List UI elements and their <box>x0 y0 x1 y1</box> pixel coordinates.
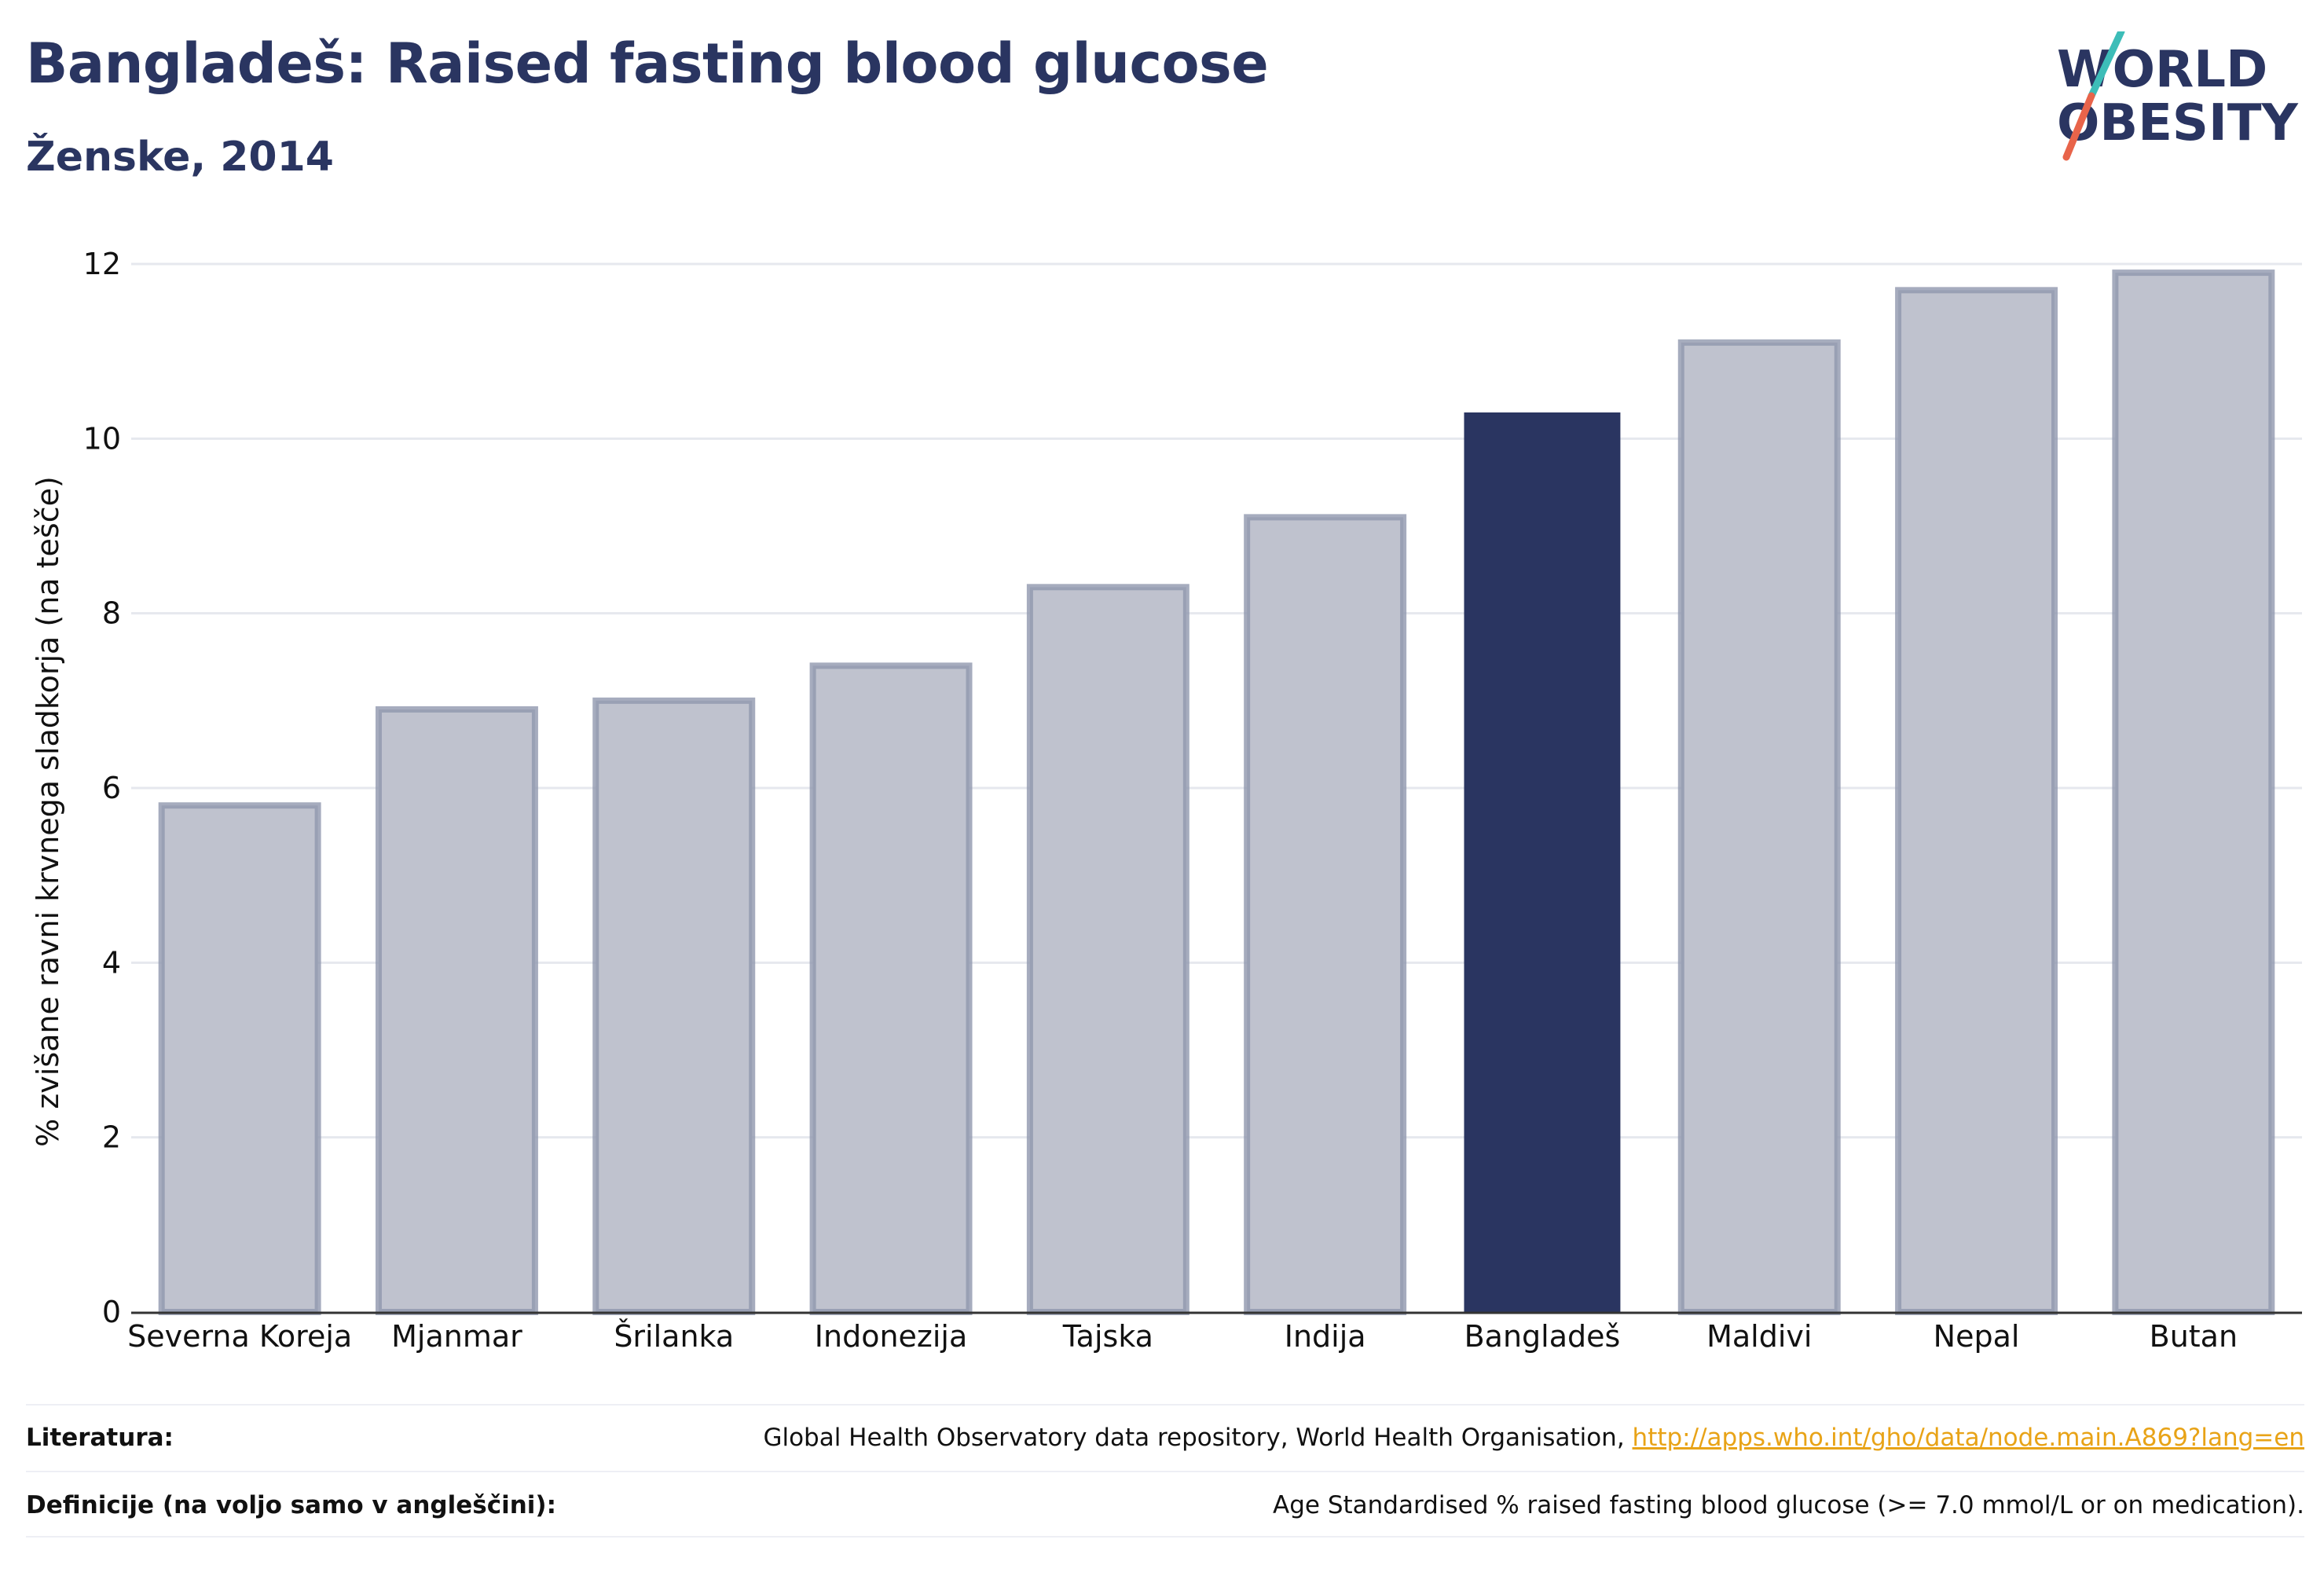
footer-divider-middle <box>26 1471 2304 1472</box>
x-category-label: Maldivi <box>1706 1319 1812 1354</box>
bars <box>158 269 2275 1316</box>
x-axis-categories: Severna Koreja Mjanmar Šrilanka Indonezija T… <box>127 1319 2238 1354</box>
bar <box>1677 339 1841 1315</box>
y-axis-ticks: 0 2 4 6 8 10 12 <box>83 247 121 1329</box>
definitions-label: Definicije (na voljo samo v angleščini): <box>26 1491 556 1519</box>
world-obesity-logo: WORLD OBESITY <box>2057 31 2298 161</box>
x-category-label: Indija <box>1285 1319 1366 1354</box>
x-category-label: Severna Koreja <box>127 1319 352 1354</box>
bar-chart: 0 2 4 6 8 10 12 Severna Koreja Mjanmar Šrilanka I… <box>31 247 2302 1354</box>
bar-highlighted <box>1464 412 1621 1312</box>
y-tick-label: 10 <box>83 421 121 456</box>
footer-divider-top <box>26 1404 2304 1406</box>
x-category-label: Bangladeš <box>1464 1319 1621 1354</box>
sources-value: Global Health Observatory data repositor… <box>763 1424 2304 1452</box>
y-tick-label: 8 <box>102 596 121 631</box>
bar <box>2112 269 2275 1315</box>
chart-subtitle: Ženske, 2014 <box>26 134 334 181</box>
bar <box>1026 584 1189 1315</box>
chart-title: Bangladeš: Raised fasting blood glucose <box>26 31 1269 96</box>
x-category-label: Šrilanka <box>614 1319 734 1354</box>
y-tick-label: 0 <box>102 1295 121 1329</box>
footer-definitions-row: Definicije (na voljo samo v angleščini):… <box>26 1474 2304 1537</box>
footer-divider-bottom <box>26 1536 2304 1538</box>
y-tick-label: 2 <box>102 1120 121 1155</box>
y-tick-label: 6 <box>102 771 121 805</box>
bar <box>592 697 756 1315</box>
y-axis-label: % zvišane ravni krvnega sladkorja (na te… <box>31 476 65 1147</box>
x-category-label: Butan <box>2150 1319 2238 1354</box>
y-tick-label: 4 <box>102 945 121 980</box>
bar <box>158 802 321 1315</box>
sources-text: Global Health Observatory data repositor… <box>763 1424 1633 1452</box>
sources-label: Literatura: <box>26 1424 174 1452</box>
definitions-value: Age Standardised % raised fasting blood … <box>1273 1491 2304 1519</box>
x-category-label: Mjanmar <box>391 1319 522 1354</box>
y-tick-label: 12 <box>83 247 121 281</box>
footer: Literatura: Global Health Observatory da… <box>26 1406 2304 1540</box>
sources-link[interactable]: http://apps.who.int/gho/data/node.main.A… <box>1632 1424 2304 1452</box>
bar <box>809 662 973 1315</box>
logo-line2: OBESITY <box>2057 94 2298 152</box>
footer-sources-row: Literatura: Global Health Observatory da… <box>26 1406 2304 1469</box>
x-category-label: Tajska <box>1062 1319 1153 1354</box>
bar <box>1895 287 2058 1316</box>
x-category-label: Nepal <box>1934 1319 2020 1354</box>
x-category-label: Indonezija <box>815 1319 967 1354</box>
bar <box>375 706 538 1315</box>
bar <box>1244 514 1407 1315</box>
